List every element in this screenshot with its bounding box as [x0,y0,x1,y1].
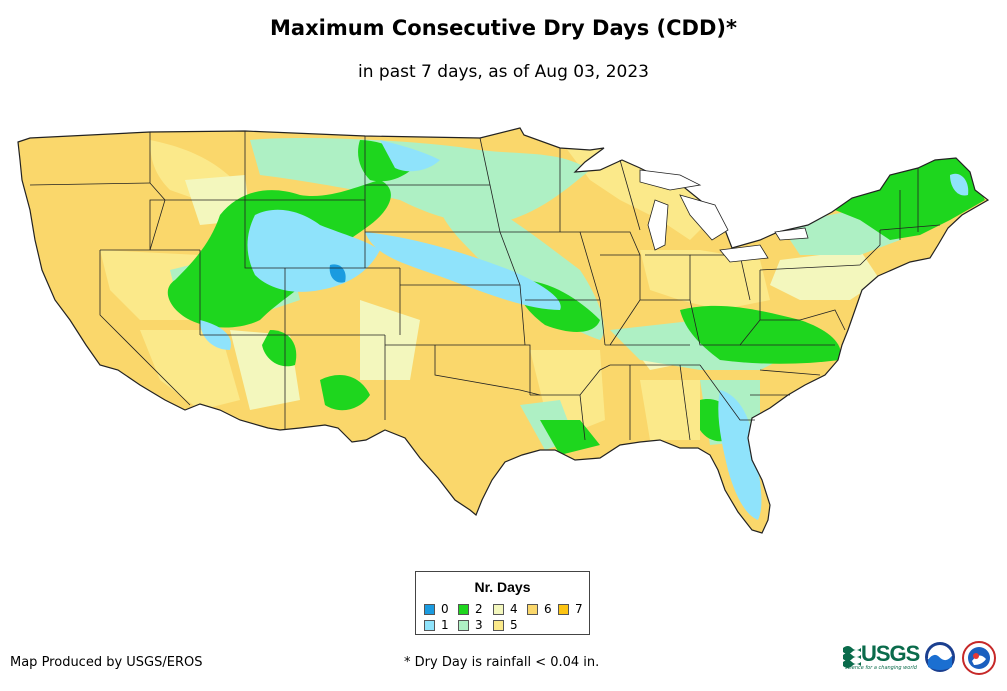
zone-0-days [329,264,346,283]
state-borders [29,131,941,441]
zone-5-days [640,250,770,310]
zone-1-day [718,390,762,520]
legend-item-1: 1 [424,618,449,632]
legend-label: 1 [441,618,449,632]
zone-2-days [540,420,600,455]
zone-3-days [250,138,590,224]
legend-item-3: 3 [458,618,483,632]
zone-1-day [247,209,380,292]
usgs-wave-icon [843,646,861,668]
zone-2-days [320,375,370,411]
legend-label: 2 [475,602,483,616]
dry-day-footnote: * Dry Day is rainfall < 0.04 in. [404,655,600,670]
legend-item-2: 2 [458,602,483,616]
usgs-tagline: science for a changing world [845,665,917,671]
legend-item-6: 6 [527,602,552,616]
zone-5-days [640,380,700,440]
zone-2-days [358,140,420,182]
zone-1-day [365,232,561,310]
legend-label: 0 [441,602,449,616]
map-subtitle: in past 7 days, as of Aug 03, 2023 [358,62,649,82]
legend-swatch [424,619,435,631]
legend-label: 5 [510,618,518,632]
usgs-wordmark: USGS [861,641,920,666]
legend-label: 4 [510,602,518,616]
usgs-logo: USGS science for a changing world [843,640,920,674]
legend-swatch [558,603,569,615]
nws-logo-icon [962,641,996,675]
noaa-logo-icon [925,642,955,672]
zone-4-days [360,300,420,380]
legend-label: 3 [475,618,483,632]
legend-item-7: 7 [558,602,583,616]
zone-4-days [770,250,880,300]
legend-title: Nr. Days [474,579,531,595]
legend-label: 6 [544,602,552,616]
legend-swatch [424,603,435,615]
legend-swatch [527,603,538,615]
legend-item-0: 0 [424,602,449,616]
legend-item-4: 4 [493,602,518,616]
zone-5-days [140,330,240,410]
zone-2-days [262,330,297,367]
legend-label: 7 [575,602,583,616]
legend-swatch [458,603,469,615]
legend-item-5: 5 [493,618,518,632]
legend-swatch [493,603,504,615]
great-lakes [639,169,809,263]
legend-swatch [493,619,504,631]
zone-1-day [950,173,969,196]
rainfall-zones [18,128,988,533]
legend: Nr. Days 0 1 2 3 4 5 6 7 [415,571,590,635]
producer-credit: Map Produced by USGS/EROS [10,655,203,670]
map-title: Maximum Consecutive Dry Days (CDD)* [270,16,737,40]
zone-2-days [680,305,841,364]
legend-swatch [458,619,469,631]
zone-1-day [380,140,440,172]
